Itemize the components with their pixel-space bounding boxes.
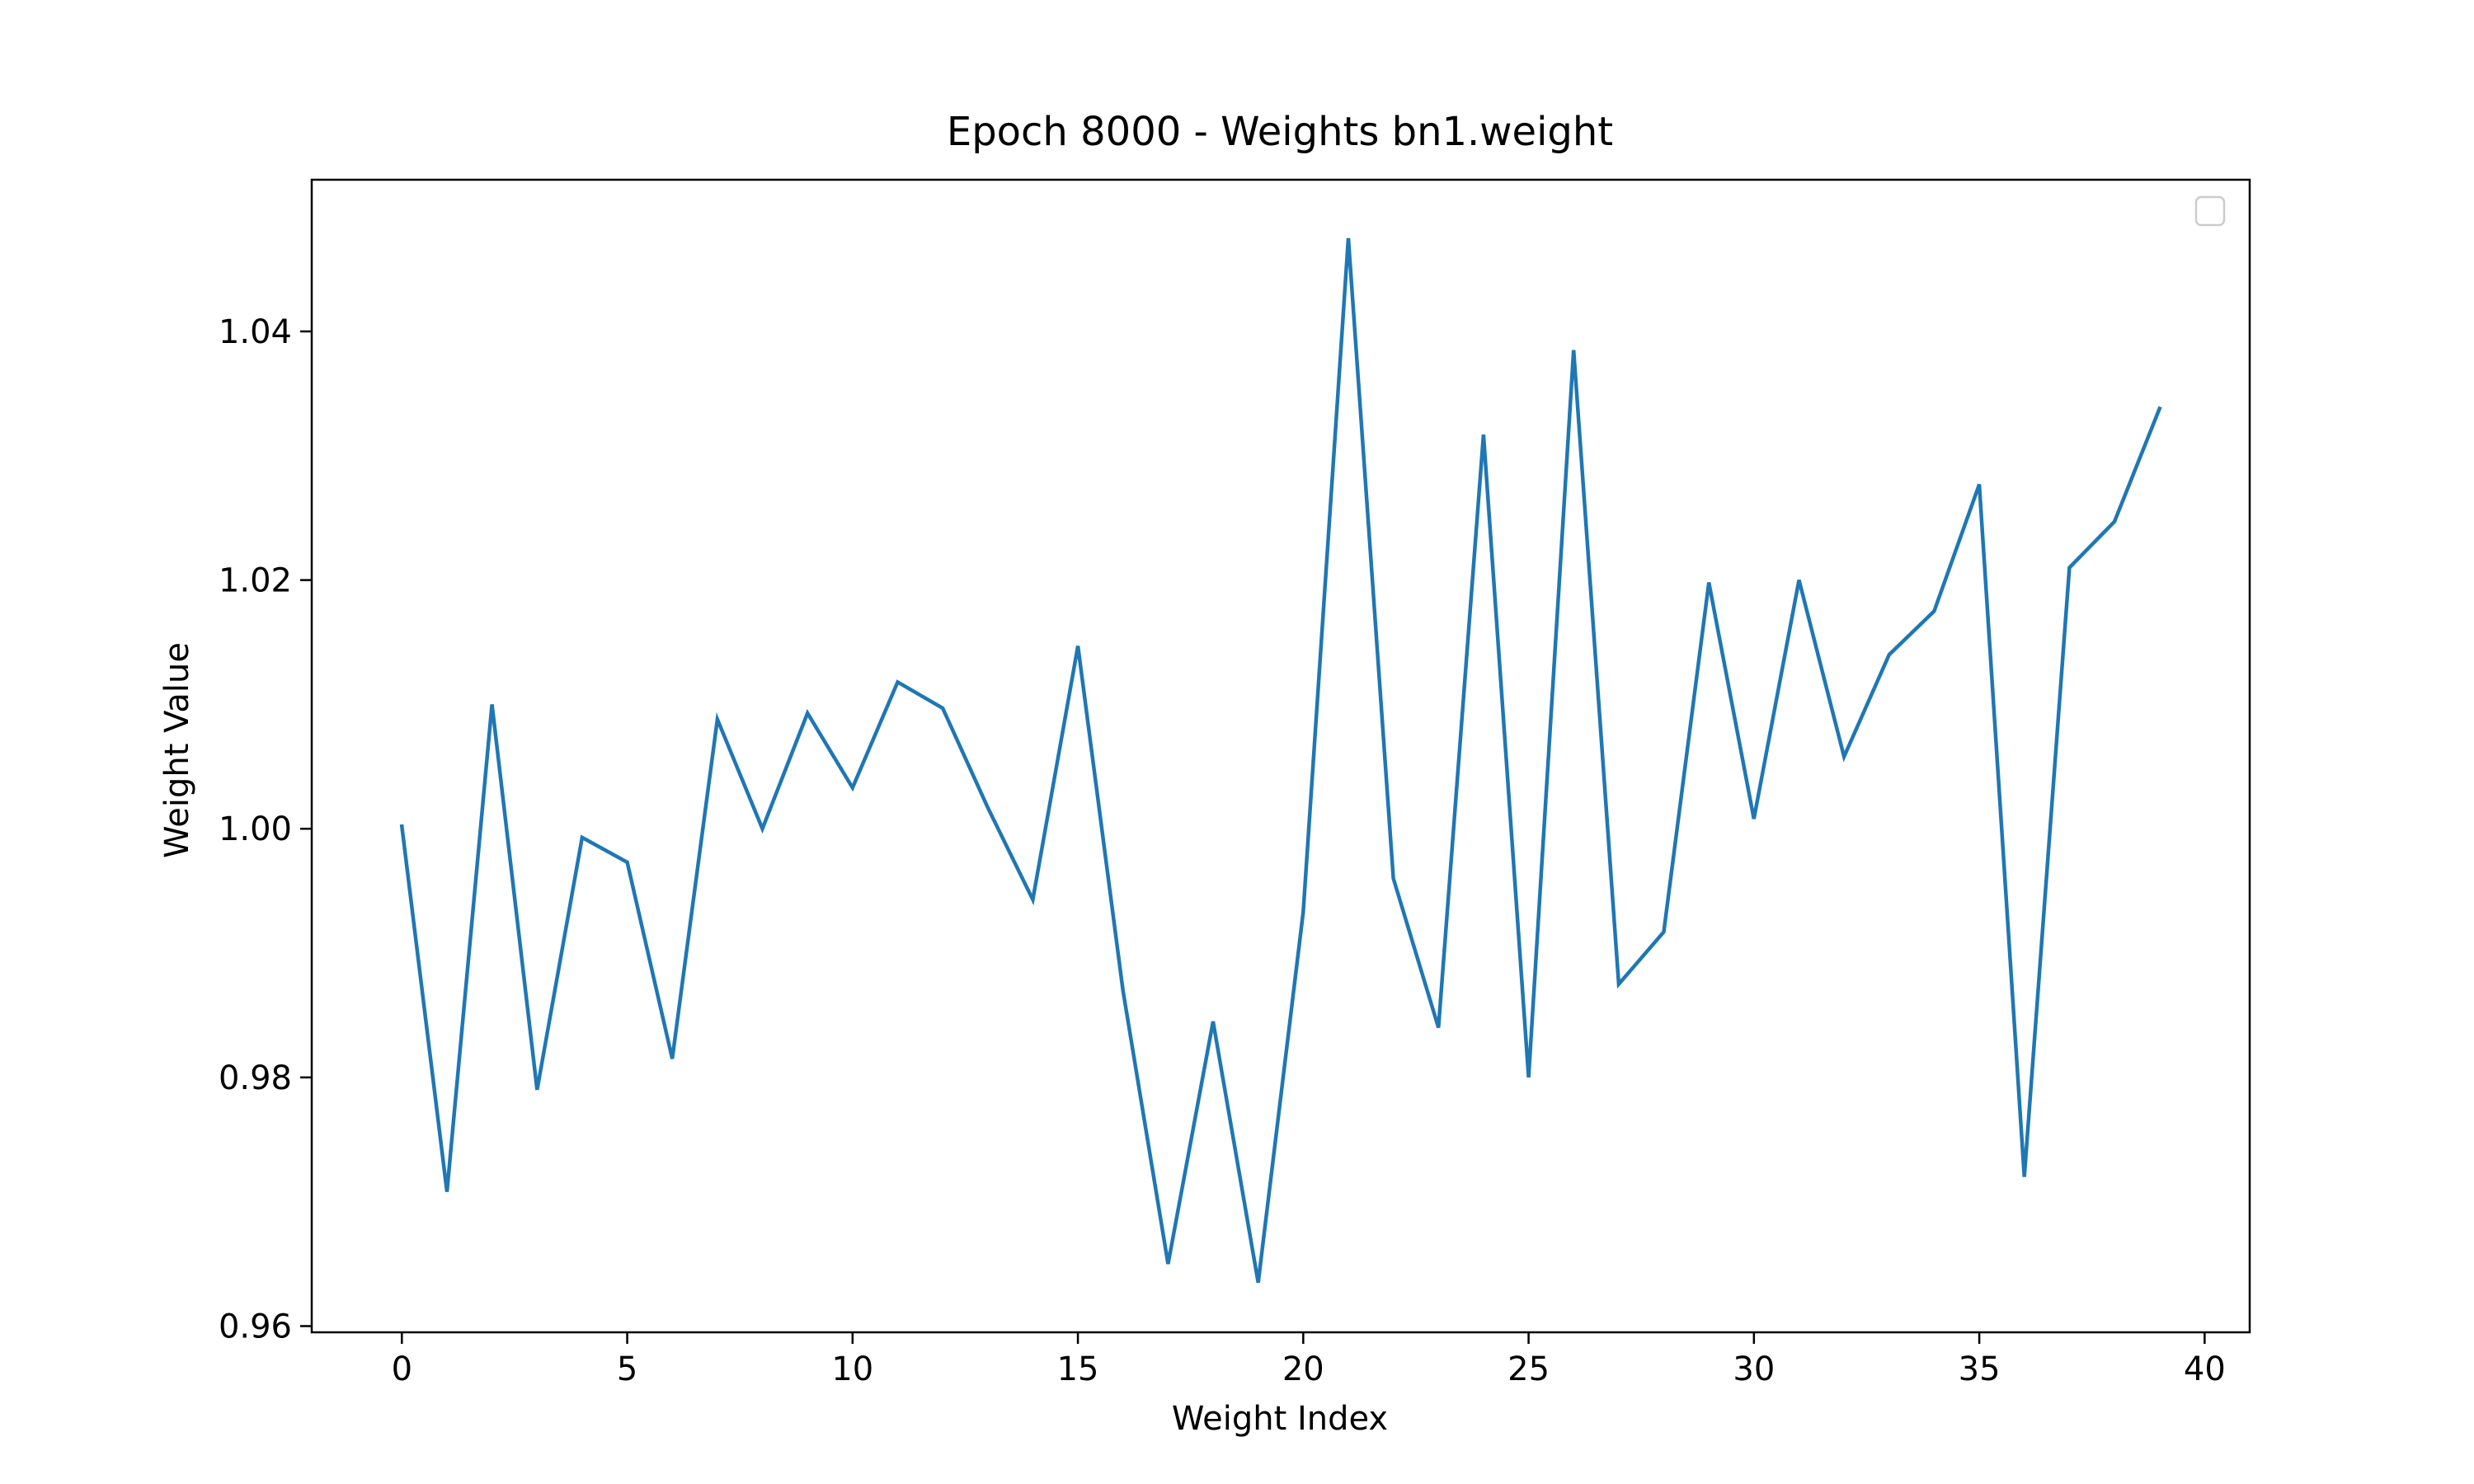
y-tick-label: 1.04: [219, 313, 292, 351]
x-tick-label: 0: [392, 1350, 412, 1388]
x-tick-label: 10: [831, 1350, 873, 1388]
axis-ticks: 0 5 10 15 20 25 30 35 40 0.96 0.98 1.00 1.02 1.04: [219, 313, 2226, 1388]
x-tick-label: 20: [1282, 1350, 1324, 1388]
series-line-0: [399, 237, 2162, 1284]
x-tick-label: 35: [1959, 1350, 2001, 1388]
y-tick-label: 0.98: [219, 1059, 292, 1097]
plot-frame: [310, 178, 2251, 1334]
legend: [2194, 195, 2226, 227]
y-axis-label: Weight Value: [158, 642, 196, 858]
chart-title: Epoch 8000 - Weights bn1.weight: [947, 109, 1613, 155]
x-tick-label: 40: [2184, 1350, 2226, 1388]
y-tick-label: 0.96: [219, 1308, 292, 1345]
x-axis-label: Weight Index: [1172, 1400, 1388, 1438]
plot-area: [310, 178, 2251, 1334]
y-tick-label: 1.00: [219, 810, 292, 848]
x-tick-label: 25: [1507, 1350, 1550, 1388]
x-tick-label: 5: [617, 1350, 637, 1388]
x-tick-label: 15: [1057, 1350, 1099, 1388]
y-tick-label: 1.02: [219, 562, 292, 600]
x-tick-label: 30: [1733, 1350, 1775, 1388]
